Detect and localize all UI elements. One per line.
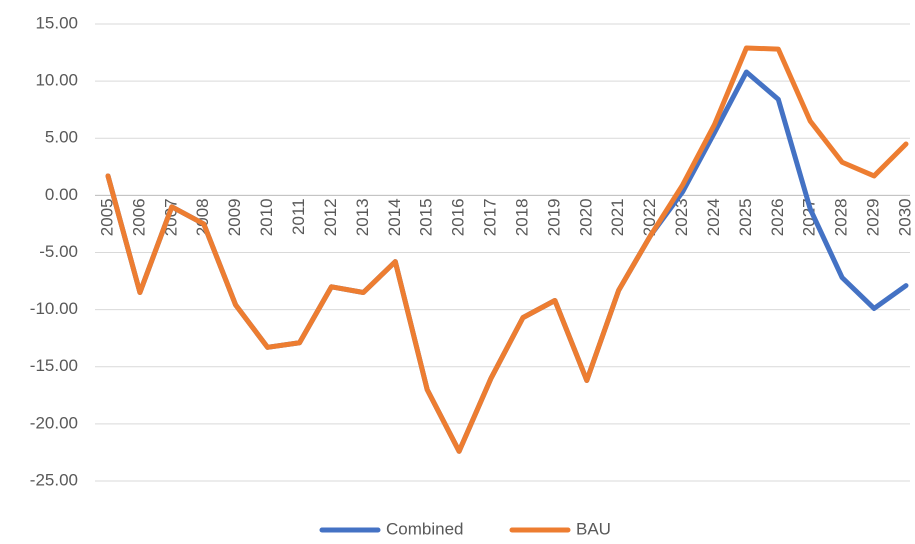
- series-line: [105, 45, 909, 454]
- x-tick-label: 2029: [864, 198, 883, 236]
- x-tick-label: 2020: [576, 198, 595, 236]
- x-tick-label: 2017: [481, 198, 500, 236]
- y-tick-label: 0.00: [45, 185, 78, 204]
- x-tick-label: 2009: [225, 198, 244, 236]
- y-tick-label: -5.00: [39, 242, 78, 261]
- x-tick-label: 2010: [257, 198, 276, 236]
- x-tick-label: 2019: [544, 198, 563, 236]
- x-tick-label: 2016: [449, 198, 468, 236]
- legend-label: BAU: [576, 519, 611, 538]
- legend-label: Combined: [386, 519, 464, 538]
- x-tick-label: 2014: [385, 198, 404, 236]
- y-tick-label: -20.00: [30, 413, 78, 432]
- x-tick-label: 2027: [800, 198, 819, 236]
- y-tick-label: -15.00: [30, 356, 78, 375]
- x-tick-label: 2012: [321, 198, 340, 236]
- x-tick-label: 2026: [768, 198, 787, 236]
- x-tick-label: 2013: [353, 198, 372, 236]
- y-tick-label: 10.00: [35, 71, 78, 90]
- y-tick-label: -25.00: [30, 470, 78, 489]
- x-tick-label: 2011: [289, 198, 308, 235]
- y-tick-label: 5.00: [45, 128, 78, 147]
- x-tick-label: 2023: [672, 198, 691, 236]
- x-tick-label: 2030: [895, 198, 914, 236]
- x-tick-label: 2015: [417, 198, 436, 236]
- x-tick-label: 2005: [97, 198, 116, 236]
- x-tick-label: 2018: [512, 198, 531, 236]
- series-line: [105, 69, 909, 454]
- x-tick-label: 2028: [832, 198, 851, 236]
- y-tick-label: 15.00: [35, 13, 78, 32]
- x-tick-label: 2024: [704, 198, 723, 236]
- x-tick-label: 2025: [736, 198, 755, 236]
- x-tick-label: 2021: [608, 198, 627, 236]
- y-tick-label: -10.00: [30, 299, 78, 318]
- x-tick-label: 2006: [129, 198, 148, 236]
